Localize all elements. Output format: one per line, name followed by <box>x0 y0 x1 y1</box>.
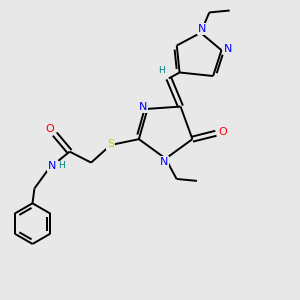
Text: N: N <box>139 102 147 112</box>
Text: H: H <box>158 66 164 75</box>
Text: N: N <box>224 44 233 54</box>
Text: O: O <box>46 124 55 134</box>
Text: N: N <box>160 157 168 167</box>
Text: S: S <box>107 139 114 149</box>
Text: H: H <box>58 161 64 170</box>
Text: N: N <box>48 161 57 171</box>
Text: O: O <box>219 128 227 137</box>
Text: N: N <box>198 24 206 34</box>
